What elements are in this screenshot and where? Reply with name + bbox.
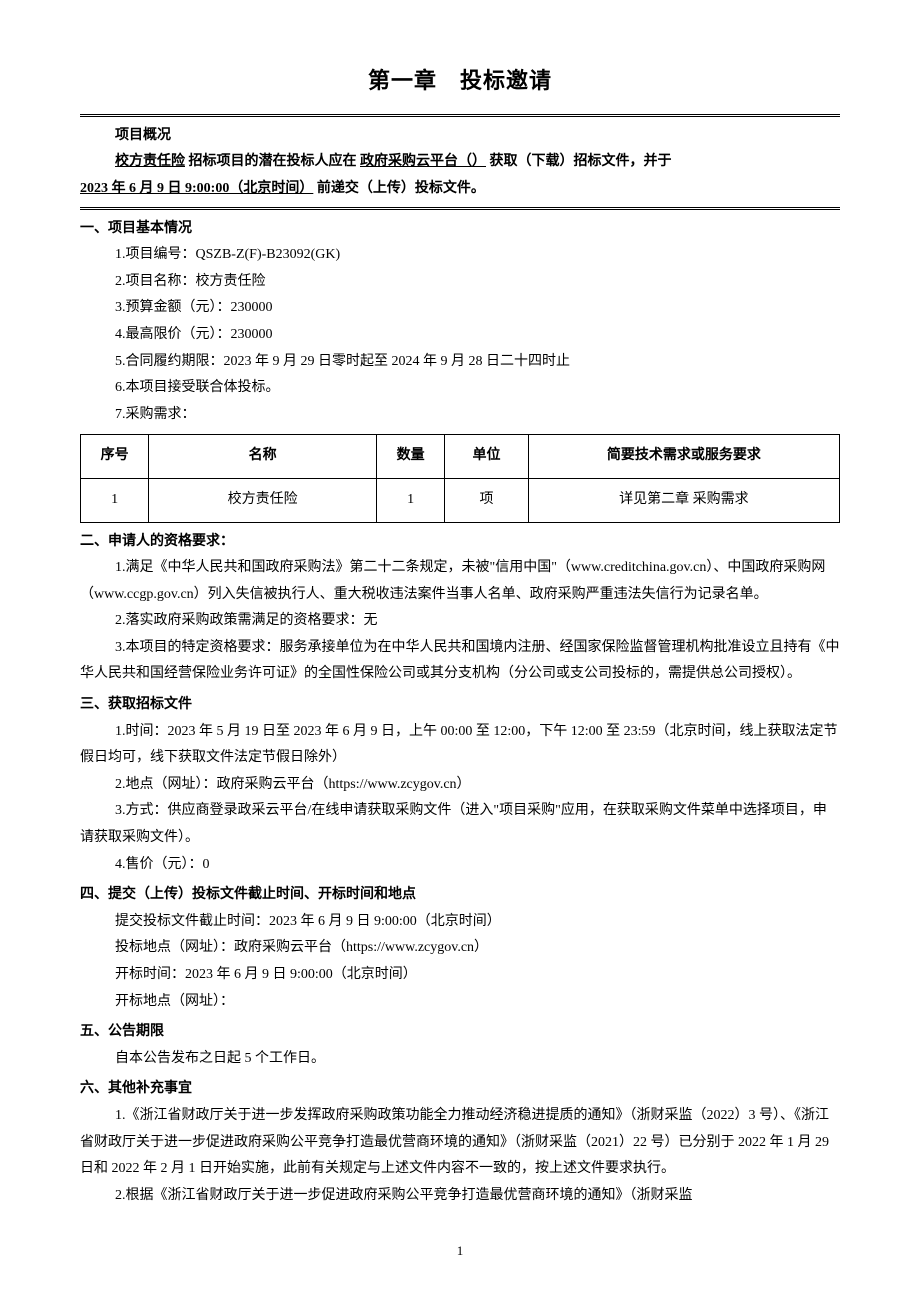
overview-line-1: 校方责任险 招标项目的潜在投标人应在 政府采购云平台（） 获取（下载）招标文件，… bbox=[80, 149, 840, 176]
section-1-heading: 一、项目基本情况 bbox=[80, 216, 840, 243]
td-qty: 1 bbox=[376, 478, 444, 522]
sec1-item-3: 3.预算金额（元）：230000 bbox=[80, 295, 840, 322]
sec1-item-2: 2.项目名称：校方责任险 bbox=[80, 269, 840, 296]
overview-label: 项目概况 bbox=[80, 123, 840, 150]
sec6-p2: 2.根据《浙江省财政厅关于进一步促进政府采购公平竞争打造最优营商环境的通知》（浙… bbox=[80, 1183, 840, 1210]
chapter-title: 第一章 投标邀请 bbox=[80, 60, 840, 102]
sec4-p1: 提交投标文件截止时间：2023 年 6 月 9 日 9:00:00（北京时间） bbox=[80, 909, 840, 936]
section-2-heading: 二、申请人的资格要求： bbox=[80, 529, 840, 556]
th-qty: 数量 bbox=[376, 435, 444, 479]
table-row: 1 校方责任险 1 项 详见第二章 采购需求 bbox=[81, 478, 840, 522]
sec2-p2: 2.落实政府采购政策需满足的资格要求：无 bbox=[80, 608, 840, 635]
sec5-p1: 自本公告发布之日起 5 个工作日。 bbox=[80, 1046, 840, 1073]
sec6-p1: 1.《浙江省财政厅关于进一步发挥政府采购政策功能全力推动经济稳进提质的通知》（浙… bbox=[80, 1103, 840, 1183]
td-name: 校方责任险 bbox=[149, 478, 377, 522]
sec4-p3: 开标时间：2023 年 6 月 9 日 9:00:00（北京时间） bbox=[80, 962, 840, 989]
requirements-table: 序号 名称 数量 单位 简要技术需求或服务要求 1 校方责任险 1 项 详见第二… bbox=[80, 434, 840, 522]
th-desc: 简要技术需求或服务要求 bbox=[528, 435, 839, 479]
overview-platform: 政府采购云平台（） bbox=[360, 154, 486, 169]
overview-text-1: 招标项目的潜在投标人应在 bbox=[185, 154, 360, 169]
sec1-item-7: 7.采购需求： bbox=[80, 402, 840, 429]
page-number: 1 bbox=[80, 1239, 840, 1264]
sec2-p3: 3.本项目的特定资格要求：服务承接单位为在中华人民共和国境内注册、经国家保险监督… bbox=[80, 635, 840, 688]
sec3-p1: 1.时间：2023 年 5 月 19 日至 2023 年 6 月 9 日，上午 … bbox=[80, 719, 840, 772]
section-6-heading: 六、其他补充事宜 bbox=[80, 1076, 840, 1103]
section-5-heading: 五、公告期限 bbox=[80, 1019, 840, 1046]
td-unit: 项 bbox=[445, 478, 528, 522]
sec1-item-6: 6.本项目接受联合体投标。 bbox=[80, 375, 840, 402]
td-desc: 详见第二章 采购需求 bbox=[528, 478, 839, 522]
overview-deadline: 2023 年 6 月 9 日 9:00:00（北京时间） bbox=[80, 181, 313, 196]
sec3-p2: 2.地点（网址）：政府采购云平台（https://www.zcygov.cn） bbox=[80, 772, 840, 799]
section-4-heading: 四、提交（上传）投标文件截止时间、开标时间和地点 bbox=[80, 882, 840, 909]
sec2-p1: 1.满足《中华人民共和国政府采购法》第二十二条规定，未被"信用中国"（www.c… bbox=[80, 555, 840, 608]
th-name: 名称 bbox=[149, 435, 377, 479]
table-header-row: 序号 名称 数量 单位 简要技术需求或服务要求 bbox=[81, 435, 840, 479]
sec3-p4: 4.售价（元）：0 bbox=[80, 852, 840, 879]
sec1-item-5: 5.合同履约期限：2023 年 9 月 29 日零时起至 2024 年 9 月 … bbox=[80, 349, 840, 376]
td-seq: 1 bbox=[81, 478, 149, 522]
overview-tail: 前递交（上传）投标文件。 bbox=[313, 181, 485, 196]
sec4-p4: 开标地点（网址）： bbox=[80, 989, 840, 1016]
overview-text-2: 获取（下载）招标文件，并于 bbox=[486, 154, 672, 169]
section-3-heading: 三、获取招标文件 bbox=[80, 692, 840, 719]
overview-line-2: 2023 年 6 月 9 日 9:00:00（北京时间） 前递交（上传）投标文件… bbox=[80, 176, 840, 210]
title-divider bbox=[80, 114, 840, 117]
th-unit: 单位 bbox=[445, 435, 528, 479]
overview-project-name: 校方责任险 bbox=[115, 154, 185, 169]
th-seq: 序号 bbox=[81, 435, 149, 479]
sec1-item-4: 4.最高限价（元）：230000 bbox=[80, 322, 840, 349]
sec4-p2: 投标地点（网址）：政府采购云平台（https://www.zcygov.cn） bbox=[80, 935, 840, 962]
sec1-item-1: 1.项目编号：QSZB-Z(F)-B23092(GK) bbox=[80, 242, 840, 269]
sec3-p3: 3.方式：供应商登录政采云平台/在线申请获取采购文件（进入"项目采购"应用，在获… bbox=[80, 798, 840, 851]
